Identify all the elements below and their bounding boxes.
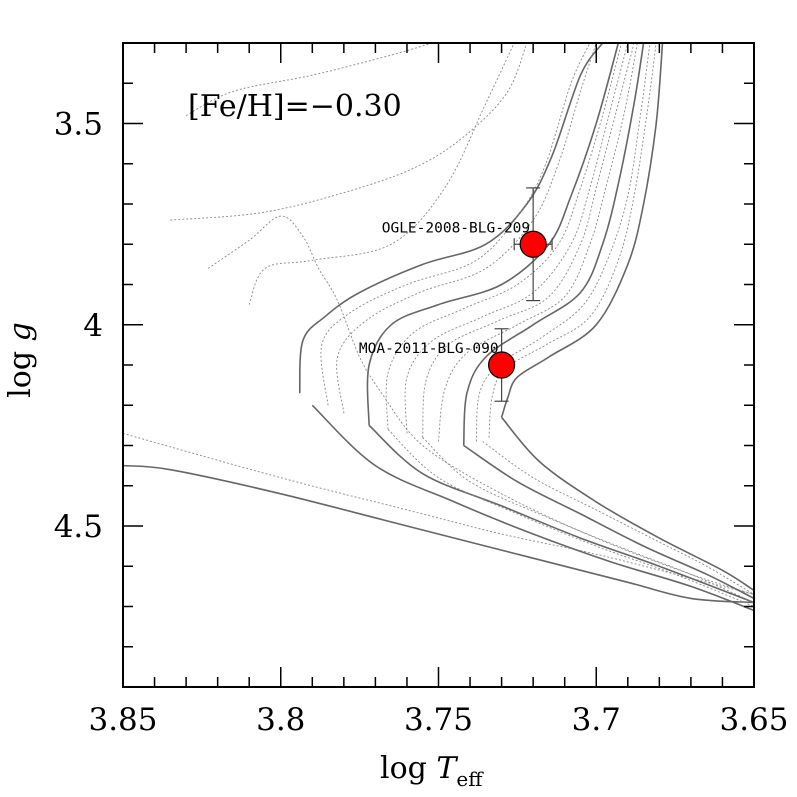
isochrone-10 bbox=[368, 424, 754, 604]
isochrone-14 bbox=[500, 416, 754, 592]
isochrone-9 bbox=[366, 43, 620, 426]
isochrone-12 bbox=[463, 444, 754, 600]
isochrone-19 bbox=[422, 43, 635, 438]
isochrone-22 bbox=[488, 43, 657, 438]
x-tick-label: 3.7 bbox=[572, 702, 621, 738]
isochrone-24 bbox=[422, 437, 754, 603]
data-point-labels: OGLE-2008-BLG-209 MOA-2011-BLG-090 bbox=[359, 220, 530, 357]
metallicity-annotation: [Fe/H]=−0.30 bbox=[188, 89, 402, 124]
data-point-label: OGLE-2008-BLG-209 bbox=[382, 220, 530, 236]
x-axis-title: log Teff bbox=[380, 751, 484, 791]
isochrone-23 bbox=[387, 429, 754, 607]
x-tick-labels: 3.85 3.8 3.75 3.7 3.65 bbox=[88, 702, 788, 738]
isochrone-1 bbox=[185, 43, 433, 116]
isochrone-7 bbox=[298, 43, 604, 394]
y-tick-labels: 3.5 4 4.5 bbox=[54, 107, 103, 546]
y-tick-label: 4 bbox=[83, 308, 103, 344]
isochrone-21 bbox=[475, 43, 651, 442]
isochrone-6 bbox=[123, 464, 754, 604]
x-tick-label: 3.8 bbox=[256, 702, 305, 738]
isochrone-17 bbox=[385, 43, 622, 430]
x-tick-label: 3.65 bbox=[719, 702, 788, 738]
data-point-label: MOA-2011-BLG-090 bbox=[359, 341, 499, 357]
y-tick-label: 3.5 bbox=[54, 107, 103, 143]
axis-ticks bbox=[122, 42, 755, 688]
isochrone-5 bbox=[248, 43, 515, 305]
data-point bbox=[488, 351, 516, 379]
x-tick-label: 3.75 bbox=[404, 702, 473, 738]
data-point bbox=[519, 230, 547, 258]
isochrone-8 bbox=[311, 404, 754, 612]
isochrone-curves bbox=[123, 43, 754, 612]
isochrone-2 bbox=[170, 43, 528, 221]
isochrone-15 bbox=[320, 43, 591, 406]
y-axis-title: log g bbox=[3, 322, 38, 398]
y-tick-label: 4.5 bbox=[54, 509, 103, 545]
isochrone-16 bbox=[336, 43, 597, 414]
isochrone-18 bbox=[404, 43, 629, 434]
isochrone-20 bbox=[438, 43, 638, 442]
isochrone-25 bbox=[482, 441, 754, 595]
isochrone-3 bbox=[123, 432, 754, 595]
isochrone-11 bbox=[462, 43, 645, 446]
isochrone-13 bbox=[500, 43, 664, 418]
data-points bbox=[488, 230, 547, 379]
isochrone-4 bbox=[207, 215, 754, 595]
x-tick-label: 3.85 bbox=[88, 702, 157, 738]
